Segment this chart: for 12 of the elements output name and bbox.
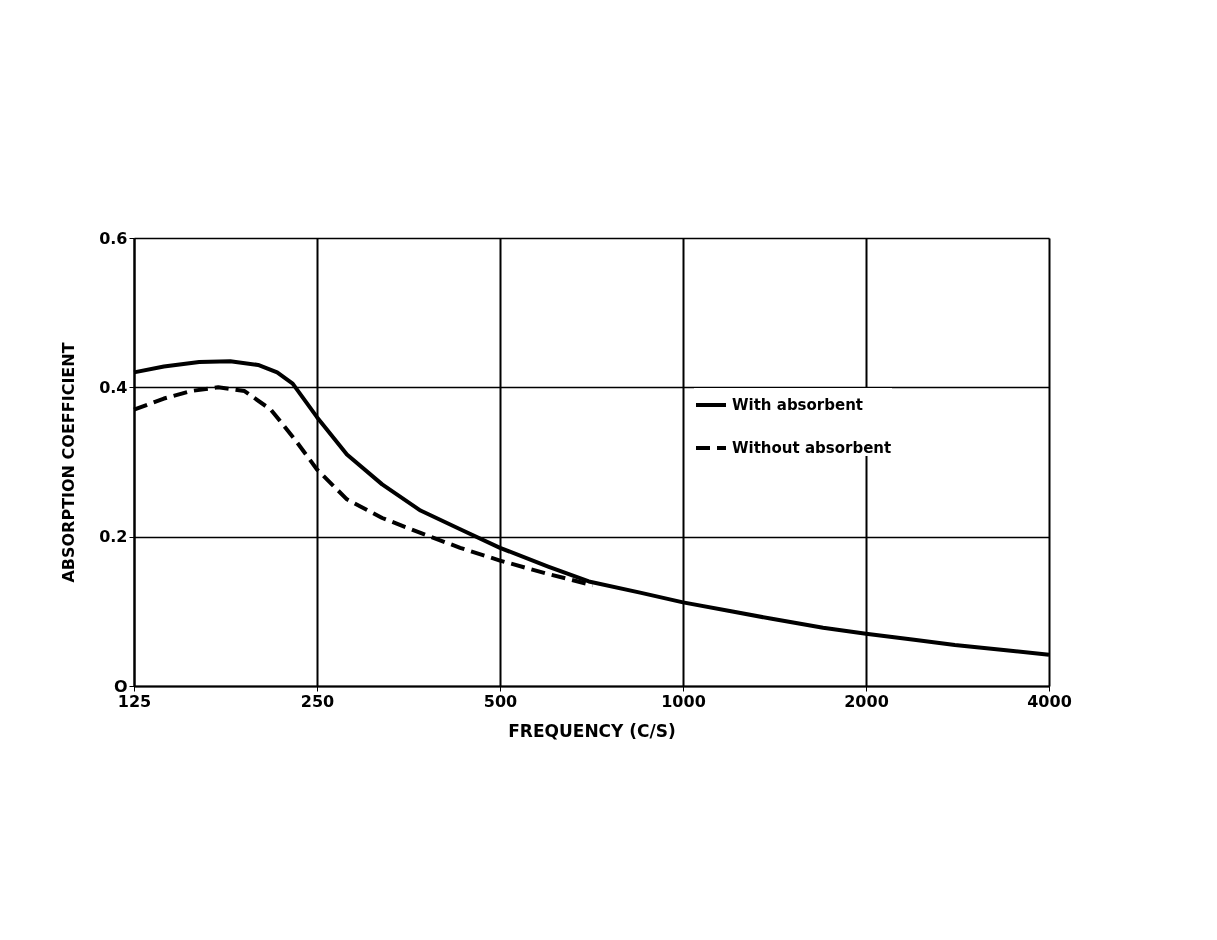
y-tick-label: 0.4 — [99, 377, 128, 397]
y-axis-title: ABSORPTION COEFFICIENT — [59, 342, 79, 583]
x-tick-label: 250 — [300, 691, 335, 711]
x-tick-label: 500 — [483, 691, 518, 711]
x-tick-label: 4000 — [1027, 691, 1072, 711]
legend-label: Without absorbent — [732, 439, 892, 457]
y-tick-label: 0.6 — [99, 228, 128, 248]
x-tick-label: 2000 — [844, 691, 889, 711]
y-tick-label: 0.2 — [99, 527, 128, 547]
x-axis-title: FREQUENCY (C/S) — [508, 720, 676, 741]
x-tick-label: 1000 — [661, 691, 706, 711]
legend-label: With absorbent — [732, 396, 864, 414]
